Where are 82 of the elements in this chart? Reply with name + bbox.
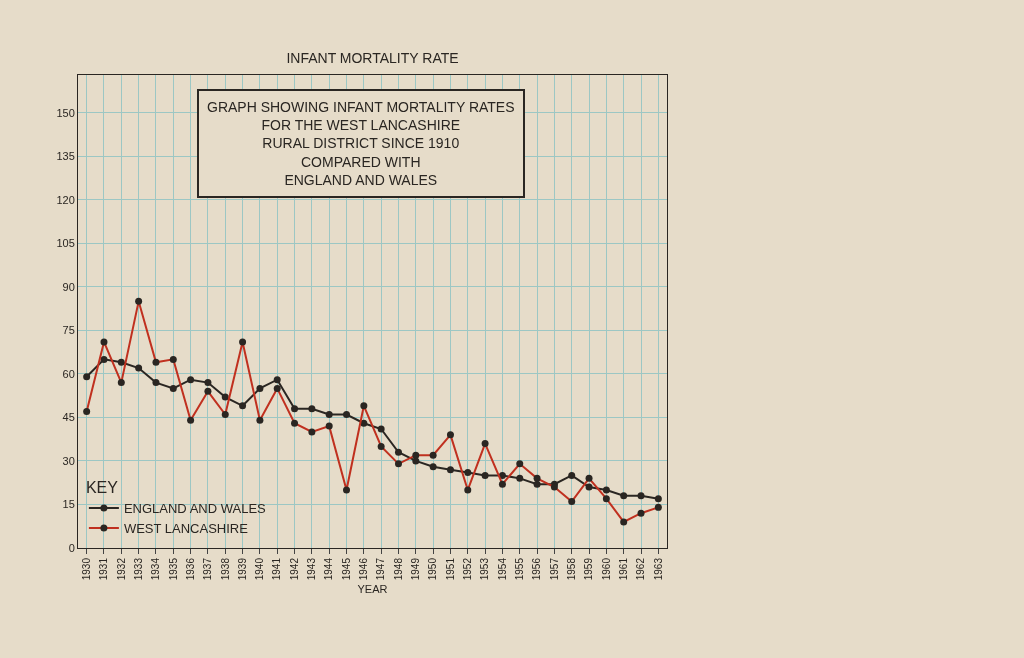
- x-tick-label: 1958: [565, 557, 577, 581]
- point: [620, 492, 628, 500]
- point: [654, 495, 662, 503]
- x-tick-label: 1956: [531, 557, 543, 581]
- point: [637, 492, 645, 500]
- point: [585, 483, 593, 491]
- point: [135, 364, 143, 372]
- x-tick-label: 1957: [548, 557, 560, 581]
- x-tick-label: 1931: [98, 557, 110, 581]
- point: [568, 471, 576, 479]
- x-tick-label: 1950: [427, 557, 439, 581]
- point: [291, 405, 299, 413]
- point: [446, 466, 454, 474]
- text: GRAPH SHOWING INFANT MORTALITY RATES FOR THE WEST LANCASHIRE RURAL DISTRICT SINCE 1910 COMPARED WITH ENGLAND AND WALES: [207, 99, 515, 188]
- x-tick-label: 1936: [184, 557, 196, 581]
- x-tick-label: 1960: [600, 557, 612, 581]
- x-tick-label: 1942: [288, 557, 300, 581]
- x-tick-label: 1951: [444, 557, 456, 581]
- x-tick-label: 1963: [652, 557, 664, 581]
- point: [377, 425, 385, 433]
- point: [516, 474, 524, 482]
- point: [117, 358, 125, 366]
- x-tick-label: 1935: [167, 557, 179, 581]
- point: [308, 405, 316, 413]
- legend-title: KEY: [85, 479, 119, 497]
- point: [256, 384, 264, 392]
- y-tick-label: 105: [56, 237, 75, 250]
- x-tick-label: 1959: [583, 557, 595, 581]
- x-axis-title: YEAR: [357, 583, 388, 596]
- x-tick-label: 1940: [254, 557, 266, 581]
- x-tick-label: 1946: [358, 557, 370, 581]
- chart-title: INFANT MORTALITY RATE: [286, 49, 459, 66]
- y-tick-label: 60: [62, 367, 75, 380]
- x-tick-label: 1945: [340, 557, 352, 581]
- point: [533, 480, 541, 488]
- point: [394, 448, 402, 456]
- y-tick-label: 0: [68, 541, 75, 554]
- point: [481, 471, 489, 479]
- x-tick-label: 1934: [150, 557, 162, 581]
- x-tick-label: 1948: [392, 557, 404, 581]
- x-tick-label: 1930: [80, 557, 92, 581]
- x-tick-label: 1933: [132, 557, 144, 581]
- x-tick-label: 1932: [115, 557, 127, 581]
- point: [325, 411, 333, 419]
- point: [273, 376, 281, 384]
- point: [152, 379, 160, 387]
- y-tick-label: 90: [62, 280, 75, 293]
- y-tick-label: 45: [62, 411, 75, 424]
- x-tick-label: 1949: [410, 557, 422, 581]
- x-tick-label: 1938: [219, 557, 231, 581]
- point: [239, 402, 247, 410]
- x-tick-label: 1961: [617, 557, 629, 581]
- point: [498, 471, 506, 479]
- point: [221, 393, 229, 401]
- x-tick-label: 1953: [479, 557, 491, 581]
- point: [100, 355, 108, 363]
- y-tick-label: 30: [62, 454, 75, 467]
- point: [602, 486, 610, 494]
- y-tick-label: 15: [62, 498, 75, 511]
- x-tick-label: 1939: [236, 557, 248, 581]
- point: [83, 373, 91, 381]
- point: [429, 463, 437, 471]
- x-tick-label: 1952: [462, 557, 474, 581]
- legend-label: WEST LANCASHIRE: [123, 520, 249, 536]
- y-tick-label: 75: [62, 324, 75, 337]
- y-tick-label: 135: [56, 150, 75, 163]
- point: [343, 411, 351, 419]
- x-tick-label: 1955: [514, 557, 525, 581]
- x-tick-label: 1962: [635, 557, 647, 581]
- point: [204, 379, 212, 387]
- point: [187, 376, 195, 384]
- x-tick-label: 1954: [496, 557, 508, 581]
- x-tick-label: 1944: [323, 557, 335, 581]
- legend-label: ENGLAND AND WALES: [123, 501, 267, 517]
- x-tick-label: 1947: [375, 557, 387, 581]
- y-tick-label: 120: [56, 193, 75, 206]
- x-tick-label: 1943: [306, 557, 318, 581]
- x-tick-label: 1941: [271, 557, 283, 581]
- point: [169, 384, 177, 392]
- y-tick-label: 150: [56, 106, 75, 119]
- x-tick-label: 1937: [202, 557, 214, 581]
- point: [464, 469, 472, 477]
